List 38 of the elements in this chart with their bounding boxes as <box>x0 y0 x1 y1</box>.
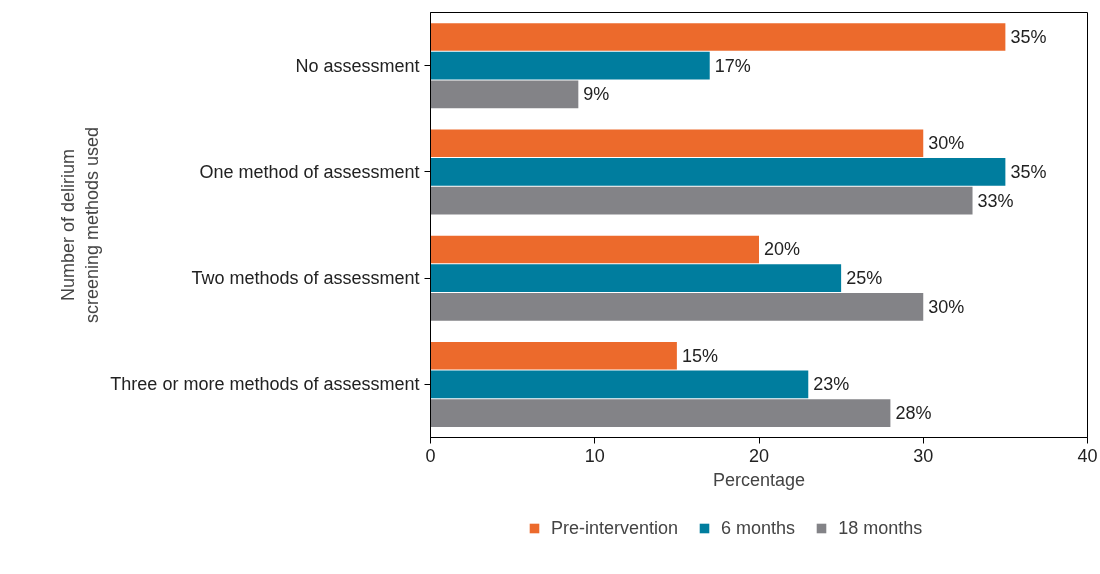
y-axis-title: Number of delirium screening methods used <box>58 126 103 324</box>
data-label: 15% <box>681 345 718 366</box>
bar <box>430 80 579 109</box>
y-tick-label: Two methods of assessment <box>191 268 420 289</box>
x-tick-label: 10 <box>584 445 605 466</box>
bar <box>430 370 809 399</box>
bar <box>430 235 759 264</box>
x-tick-label: 40 <box>1077 445 1098 466</box>
legend-label: 6 months <box>721 517 796 539</box>
legend-label: Pre-intervention <box>551 517 679 539</box>
data-label: 28% <box>895 403 932 424</box>
y-tick-label: No assessment <box>295 55 420 76</box>
y-tick-label: Three or more methods of assessment <box>110 374 420 395</box>
bar <box>430 51 710 80</box>
legend-label: 18 months <box>838 517 923 539</box>
data-label: 25% <box>846 268 883 289</box>
bar <box>430 186 973 215</box>
y-tick-label: One method of assessment <box>199 161 420 182</box>
x-tick-label: 20 <box>748 445 770 466</box>
data-label: 9% <box>583 84 610 105</box>
bar <box>430 158 1006 186</box>
bar <box>430 341 677 370</box>
bar <box>430 264 842 292</box>
data-label: 20% <box>764 239 801 260</box>
bar <box>430 399 891 427</box>
bar <box>430 129 924 157</box>
x-tick-label: 0 <box>425 445 436 466</box>
data-label: 17% <box>714 55 751 76</box>
bar <box>430 23 1006 51</box>
data-label: 33% <box>977 190 1014 211</box>
x-axis-title: Percentage <box>712 469 806 490</box>
bar <box>430 293 924 321</box>
data-label: 30% <box>928 296 965 317</box>
data-label: 35% <box>1010 26 1047 47</box>
data-label: 35% <box>1010 161 1047 182</box>
x-tick-label: 30 <box>913 445 934 466</box>
data-label: 23% <box>813 374 850 395</box>
data-label: 30% <box>928 133 965 154</box>
